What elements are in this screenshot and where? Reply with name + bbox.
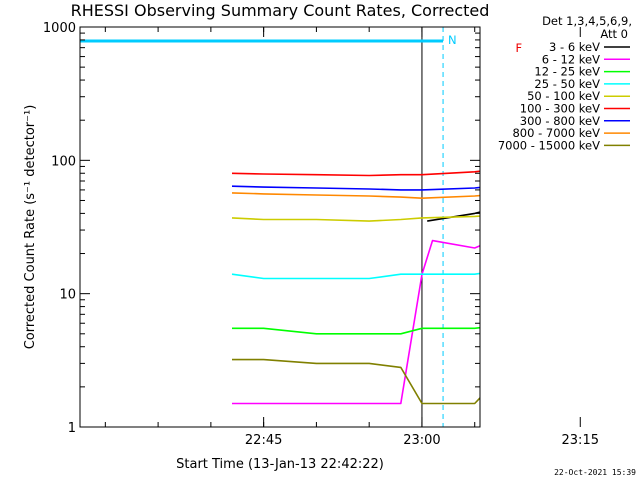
x-tick-label: 23:00 [403,433,440,448]
legend-label: 50 - 100 keV [527,89,600,103]
legend-label: 6 - 12 keV [542,52,600,66]
series-line-6 [231,185,480,191]
series-line-4 [231,215,480,222]
footer-timestamp: 22-Oct-2021 15:39 [554,468,636,477]
series-line-5 [231,170,480,177]
n-label: N [448,33,457,47]
series-line-1 [232,239,480,405]
legend-label: 300 - 800 keV [520,114,600,128]
annotation-layer [80,27,444,427]
legend-label: 7000 - 15000 keV [498,138,600,152]
legend-label: 100 - 300 keV [520,102,600,116]
series-line-8 [232,358,480,405]
y-tick-label: 1000 [43,21,76,36]
y-axis: 1 10 100 1000 [43,21,480,436]
legend-label: 25 - 50 keV [534,77,600,91]
series-line-3 [231,272,480,280]
legend-label: 12 - 25 keV [534,65,600,79]
legend-label: 800 - 7000 keV [512,126,600,140]
y-tick-label: 1 [68,421,76,436]
y-tick-label: 100 [51,154,76,169]
legend-header-line-2: Att 0 [600,27,628,41]
series-line-7 [231,192,480,199]
x-axis-label: Start Time (13-Jan-13 22:42:22) [176,457,384,472]
series-line-2 [232,326,480,335]
y-tick-label: 10 [59,288,76,303]
chart-title: RHESSI Observing Summary Count Rates, Co… [71,1,490,20]
legend-header-line-1: Det 1,3,4,5,6,9, [542,14,632,28]
series-layer [231,170,480,405]
x-tick-label: 22:45 [245,433,282,448]
f-label: F [515,41,522,55]
x-tick-label: 23:15 [562,433,599,448]
legend-label: 3 - 6 keV [549,40,600,54]
plot-frame [79,26,481,428]
y-axis-label: Corrected Count Rate (s⁻¹ detector⁻¹) [23,105,38,350]
